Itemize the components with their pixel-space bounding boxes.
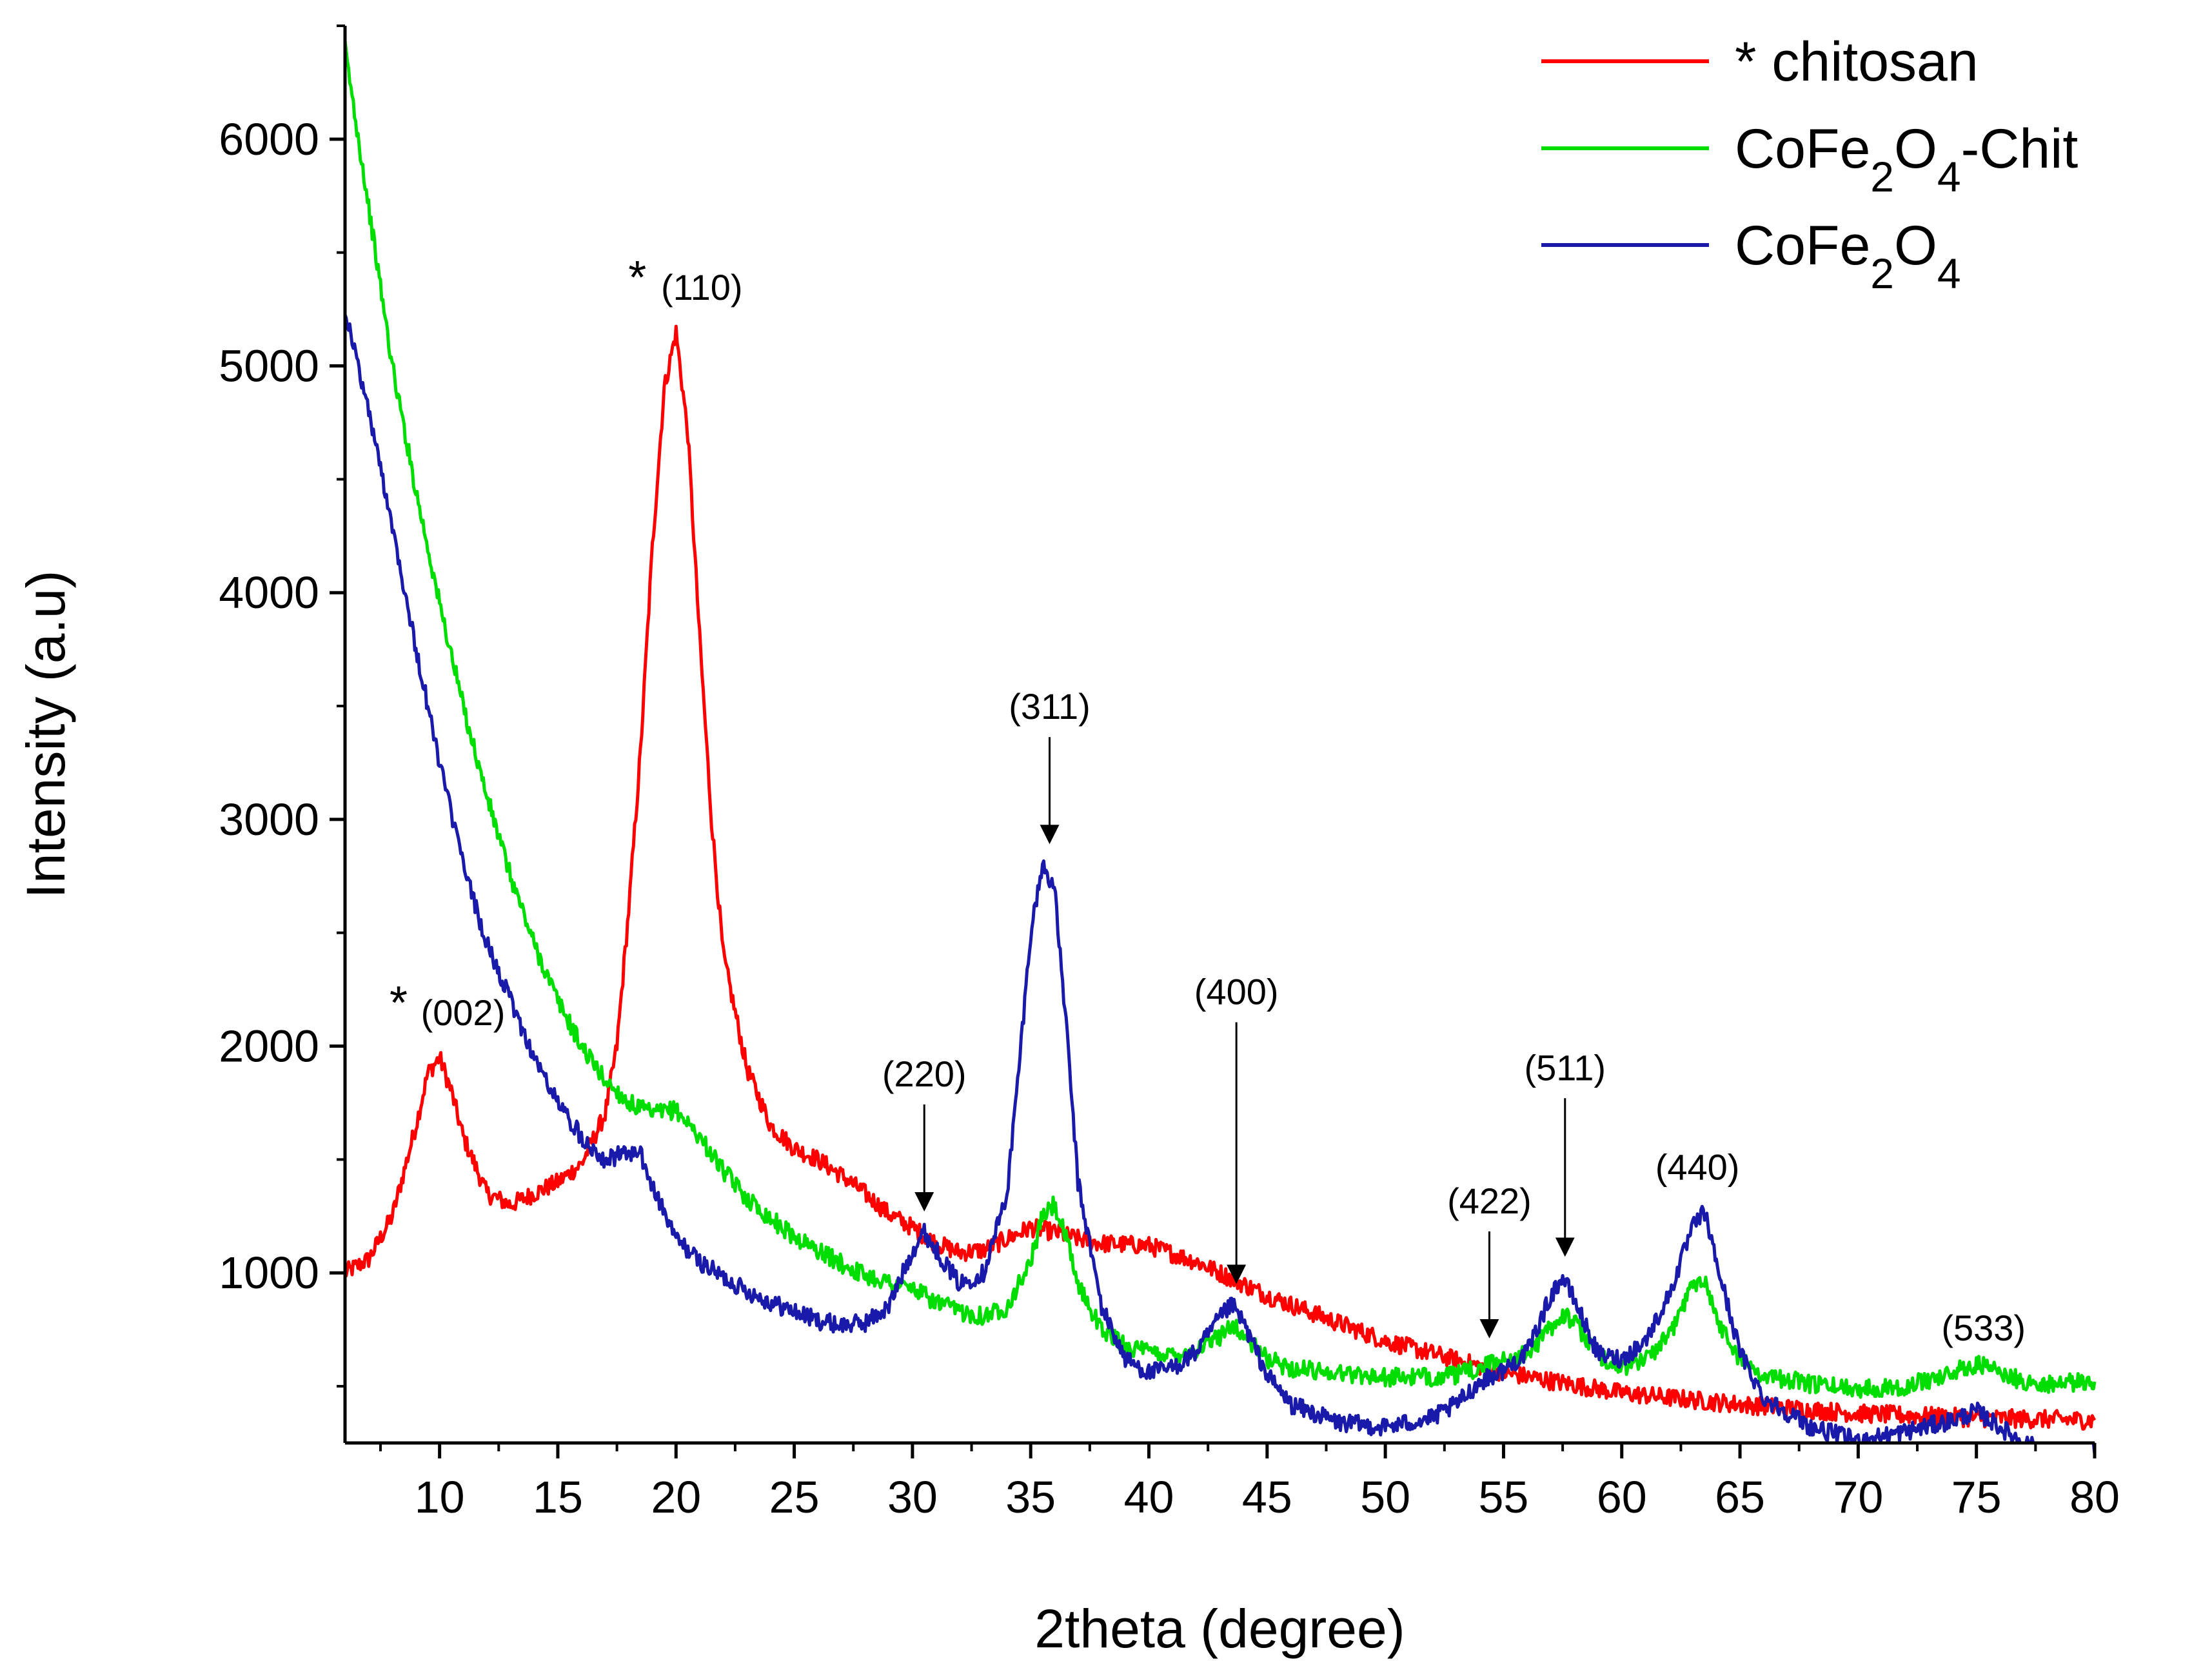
annotation-label: (220) (882, 1054, 967, 1094)
x-tick-label: 80 (2069, 1472, 2120, 1522)
series-line-2 (343, 40, 2097, 1399)
x-tick-label: 75 (1951, 1472, 2002, 1522)
annotation-label: (422) (1447, 1181, 1532, 1221)
peak-annotations: * (002) * (110) (220) (311) (400) (422) (511) (44… (390, 252, 2026, 1348)
legend-label: * chitosan (1735, 31, 1979, 93)
x-axis-title: 2theta (degree) (1034, 1598, 1405, 1659)
series-line-1 (343, 324, 2097, 1431)
legend-label: CoFe2O4 (1735, 215, 1961, 297)
x-tick-label: 70 (1833, 1472, 1883, 1522)
annotation-label: (400) (1194, 971, 1279, 1012)
y-tick-label: 4000 (219, 567, 319, 618)
y-tick-label: 2000 (219, 1021, 319, 1072)
x-tick-label: 20 (651, 1472, 701, 1522)
x-tick-label: 40 (1124, 1472, 1174, 1522)
annotation-label: (511) (1524, 1047, 1606, 1088)
x-tick-label: 65 (1715, 1472, 1765, 1522)
annotation-label: (002) (421, 992, 506, 1033)
annotation-label: (311) (1009, 686, 1091, 727)
x-tick-label: 50 (1360, 1472, 1410, 1522)
annotation-star: * (390, 977, 408, 1029)
annotation-label: (110) (661, 267, 743, 308)
annotation-star: * (628, 252, 646, 304)
x-tick-label: 25 (769, 1472, 820, 1522)
y-tick-label: 1000 (219, 1248, 319, 1298)
x-tick-label: 30 (887, 1472, 938, 1522)
legend: * chitosan CoFe2O4-Chit CoFe2O4 (1541, 31, 2078, 297)
x-tick-label: 10 (415, 1472, 465, 1522)
y-tick-label: 3000 (219, 794, 319, 845)
x-tick-label: 15 (533, 1472, 583, 1522)
y-tick-label: 5000 (219, 341, 319, 391)
series-line-3 (343, 314, 2097, 1455)
y-tick-label: 6000 (219, 114, 319, 164)
legend-label: CoFe2O4-Chit (1735, 118, 2078, 201)
x-tick-label: 45 (1242, 1472, 1292, 1522)
y-axis-title: Intensity (a.u) (15, 571, 76, 899)
annotation-label: (440) (1655, 1146, 1740, 1187)
x-ticks: 10 15 20 25 30 35 40 45 50 55 60 65 70 75 80 (379, 1443, 2120, 1522)
plot-area (343, 40, 2097, 1455)
x-tick-label: 35 (1005, 1472, 1056, 1522)
x-tick-label: 55 (1479, 1472, 1529, 1522)
x-tick-label: 60 (1597, 1472, 1647, 1522)
y-ticks: 1000 2000 3000 4000 5000 6000 (219, 25, 345, 1388)
axes: 10 15 20 25 30 35 40 45 50 55 60 65 70 75 80 1000 2000 3… (15, 25, 2120, 1659)
annotation-label: (533) (1941, 1308, 2026, 1348)
